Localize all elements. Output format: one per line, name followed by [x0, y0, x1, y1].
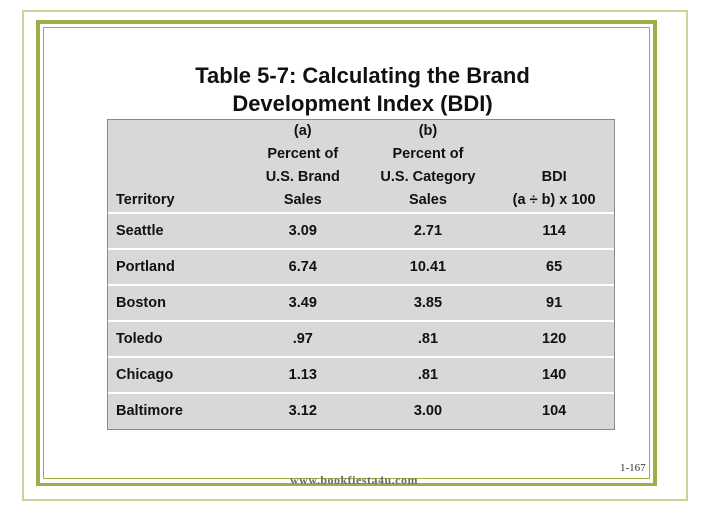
- header-bdi-line: BDI: [541, 169, 567, 185]
- cell-brand-sales: 6.74: [243, 248, 362, 285]
- table-row: Seattle 3.09 2.71 114: [108, 212, 614, 249]
- table-row: Baltimore 3.12 3.00 104: [108, 392, 614, 428]
- cell-brand-sales: 3.12: [243, 392, 362, 428]
- table-row: Chicago 1.13 .81 140: [108, 356, 614, 393]
- header-bdi-line: [494, 143, 614, 166]
- title-line-1: Table 5-7: Calculating the Brand: [195, 63, 530, 88]
- header-a-line: (a): [293, 123, 312, 139]
- header-category-sales: (b) Percent of U.S. Category Sales: [362, 120, 495, 213]
- cell-category-sales: .81: [361, 320, 495, 357]
- cell-category-sales: 10.41: [361, 248, 495, 285]
- header-territory-line: [116, 143, 244, 166]
- header-b-line: Sales: [409, 192, 447, 208]
- cell-category-sales: 3.00: [361, 392, 495, 428]
- cell-territory: Boston: [108, 284, 244, 321]
- cell-territory: Toledo: [108, 320, 244, 357]
- bdi-table: Territory (a) Percent of U.S. Brand Sale…: [108, 120, 614, 428]
- header-territory: Territory: [108, 120, 244, 213]
- slide-inner-line: [43, 27, 650, 479]
- cell-brand-sales: 3.09: [243, 212, 362, 249]
- cell-category-sales: 3.85: [361, 284, 495, 321]
- header-b-line: U.S. Category: [380, 169, 476, 185]
- cell-category-sales: .81: [361, 356, 495, 393]
- slide-frame: [36, 20, 657, 486]
- table-row: Portland 6.74 10.41 65: [108, 248, 614, 285]
- cell-brand-sales: 3.49: [243, 284, 362, 321]
- cell-category-sales: 2.71: [361, 212, 495, 249]
- page-number: 1-167: [620, 462, 646, 474]
- header-bdi-line: [494, 120, 614, 143]
- cell-territory: Chicago: [108, 356, 244, 393]
- cell-bdi: 114: [494, 212, 614, 249]
- header-a-line: Sales: [283, 192, 322, 208]
- header-brand-sales: (a) Percent of U.S. Brand Sales: [244, 120, 362, 213]
- cell-bdi: 91: [494, 284, 614, 321]
- cell-bdi: 120: [494, 320, 614, 357]
- cell-territory: Portland: [108, 248, 244, 285]
- cell-bdi: 65: [494, 248, 614, 285]
- header-a-line: U.S. Brand: [265, 169, 340, 185]
- cell-territory: Baltimore: [108, 392, 244, 428]
- header-bdi-line: (a ÷ b) x 100: [512, 192, 596, 208]
- cell-bdi: 104: [494, 392, 614, 428]
- table-row: Toledo .97 .81 120: [108, 320, 614, 357]
- table-row: Boston 3.49 3.85 91: [108, 284, 614, 321]
- footer-url: www.bookfiesta4u.com: [290, 473, 419, 487]
- cell-brand-sales: 1.13: [243, 356, 362, 393]
- header-territory-line: [116, 120, 244, 143]
- bdi-table-container: Territory (a) Percent of U.S. Brand Sale…: [107, 119, 615, 430]
- cell-brand-sales: .97: [243, 320, 362, 357]
- header-territory-line: Territory: [116, 192, 175, 208]
- slide-title: Table 5-7: Calculating the Brand Develop…: [100, 62, 625, 118]
- cell-bdi: 140: [494, 356, 614, 393]
- header-a-line: Percent of: [267, 146, 339, 162]
- header-territory-line: [116, 166, 244, 189]
- header-b-line: (b): [418, 123, 438, 139]
- table-header-row: Territory (a) Percent of U.S. Brand Sale…: [108, 120, 614, 213]
- header-bdi: BDI (a ÷ b) x 100: [494, 120, 614, 213]
- header-b-line: Percent of: [392, 146, 464, 162]
- cell-territory: Seattle: [108, 212, 244, 249]
- title-line-2: Development Index (BDI): [232, 91, 493, 116]
